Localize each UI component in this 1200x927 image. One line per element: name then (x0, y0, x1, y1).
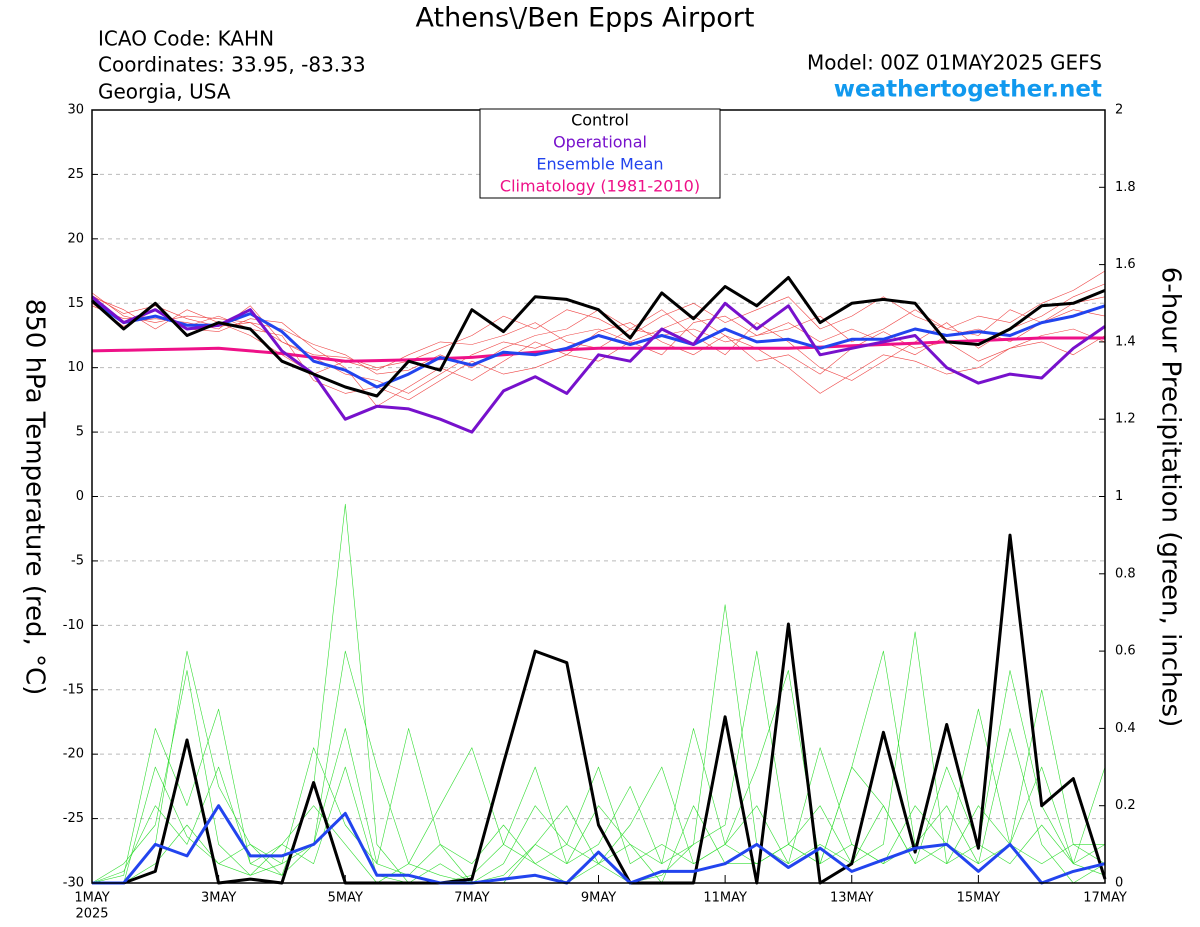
y2-tick-label: 0.6 (1115, 644, 1136, 659)
y-tick-label: 15 (67, 296, 84, 311)
member-line (92, 650, 1105, 884)
y-tick-label: -10 (63, 618, 84, 633)
series-line (91, 299, 1106, 389)
y-tick-label: -30 (63, 876, 84, 891)
member-line (92, 533, 1107, 885)
legend-entry: Climatology (1981-2010) (500, 177, 700, 196)
y-tick-label: 25 (67, 167, 84, 182)
legend-entry: Ensemble Mean (536, 155, 663, 174)
x-tick-label: 11MAY (703, 891, 747, 906)
y-tick-label: -15 (63, 682, 84, 697)
series-line (91, 336, 1105, 363)
chart-title: Athens\/Ben Epps Airport (416, 3, 755, 34)
y2-axis-label: 6-hour Precipitation (green, inches) (1156, 267, 1186, 727)
y2-tick-label: 1.8 (1115, 180, 1136, 195)
member-line (91, 270, 1106, 394)
legend-box (479, 108, 721, 199)
legend: Control Operational Ensemble Mean Climatolo… (479, 108, 721, 199)
info-line: ICAO Code: KAHN (98, 27, 274, 51)
x-tick-label: 13MAY (830, 891, 874, 906)
y2-tick-label: 1.2 (1115, 412, 1136, 427)
y2-tick-label: 1.6 (1115, 257, 1136, 272)
x-tick-label: 9MAY (581, 891, 616, 906)
y-tick-label: -25 (63, 811, 84, 826)
y-axis-label: 850 hPa Temperature (red, °C) (20, 299, 50, 696)
member-line (91, 305, 1106, 401)
y-tick-label: -5 (71, 553, 84, 568)
x-tick-label: 5MAY (328, 891, 363, 906)
y2-tick-label: 2 (1115, 103, 1123, 118)
y-tick-label: 10 (67, 360, 84, 375)
y2-tick-label: 0.4 (1115, 721, 1136, 736)
y2-tick-label: 0.8 (1115, 566, 1136, 581)
series-line (91, 295, 1106, 434)
info-line: Georgia, USA (98, 80, 231, 104)
y2-tick-label: 1.4 (1115, 334, 1136, 349)
x-tick-label: 15MAY (957, 891, 1001, 906)
y-tick-label: 30 (67, 103, 84, 118)
info-line: Coordinates: 33.95, -83.33 (98, 53, 366, 77)
x-year-label: 2025 (75, 907, 108, 922)
x-tick-label: 7MAY (454, 891, 489, 906)
y-tick-label: 0 (76, 489, 84, 504)
y-tick-label: 20 (67, 231, 84, 246)
member-line (91, 296, 1106, 369)
series-line (91, 276, 1106, 398)
y-tick-label: 5 (76, 425, 84, 440)
member-line (92, 670, 1106, 884)
x-tick-label: 3MAY (201, 891, 236, 906)
y2-tick-label: 0.2 (1115, 798, 1136, 813)
x-tick-label: 17MAY (1083, 891, 1127, 906)
y-tick-label: -20 (63, 747, 84, 762)
member-line (91, 650, 1106, 884)
y2-tick-label: 0 (1115, 876, 1123, 891)
legend-entry: Control (571, 111, 629, 130)
member-line (92, 804, 1106, 885)
y2-tick-label: 1 (1115, 489, 1123, 504)
website: weathertogether.net (834, 77, 1102, 103)
x-tick-label: 1MAY (74, 891, 109, 906)
model-label: Model: 00Z 01MAY2025 GEFS (807, 51, 1102, 75)
legend-entry: Operational (553, 133, 647, 152)
